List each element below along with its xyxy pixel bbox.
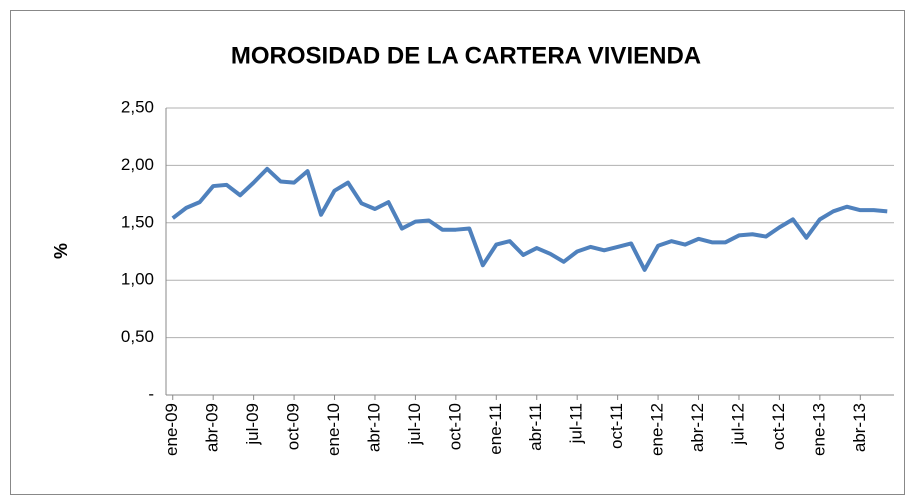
y-tick-label: 0,50 — [121, 327, 154, 346]
chart-title: MOROSIDAD DE LA CARTERA VIVIENDA — [231, 42, 701, 69]
x-tick-label: jul-09 — [243, 403, 262, 446]
x-tick-label: ene-11 — [486, 403, 505, 455]
x-tick-label: abr-12 — [688, 403, 707, 452]
x-tick-label: abr-09 — [203, 403, 222, 452]
x-tick-label: jul-12 — [728, 403, 747, 446]
y-tick-label: 2,00 — [121, 155, 154, 174]
x-tick-label: abr-11 — [526, 403, 545, 451]
x-tick-label: oct-10 — [445, 403, 464, 450]
x-tick-label: ene-13 — [809, 403, 828, 456]
x-tick-label: oct-09 — [284, 403, 303, 450]
y-tick-label: 1,50 — [121, 212, 154, 231]
y-axis-label: % — [51, 243, 71, 259]
y-tick-label: 2,50 — [121, 97, 154, 116]
x-tick-label: jul-11 — [567, 403, 586, 444]
x-tick-label: ene-12 — [648, 403, 667, 456]
x-tick-label: oct-11 — [607, 403, 626, 449]
x-tick-label: ene-09 — [162, 403, 181, 456]
data-line — [171, 166, 888, 272]
y-tick-label: - — [148, 384, 154, 403]
x-tick-label: abr-13 — [850, 403, 869, 452]
x-tick-label: abr-10 — [364, 403, 383, 452]
y-tick-label: 1,00 — [121, 270, 154, 289]
x-tick-label: jul-10 — [405, 403, 424, 446]
x-tick-label: ene-10 — [324, 403, 343, 456]
x-tick-label: oct-12 — [769, 403, 788, 450]
chart-border — [10, 10, 905, 495]
